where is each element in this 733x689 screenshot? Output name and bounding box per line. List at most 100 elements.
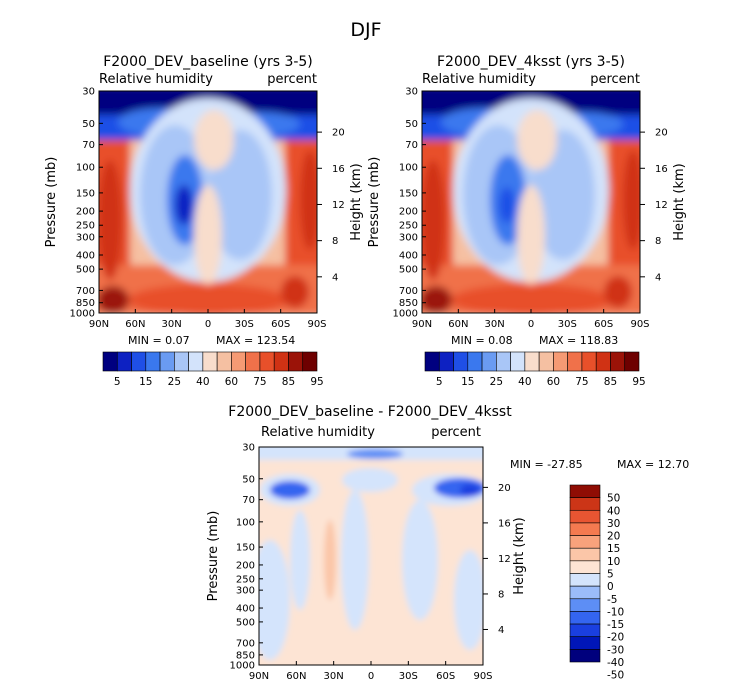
colorbar-swatch <box>569 573 601 587</box>
height-tick-label: 16 <box>332 164 345 175</box>
colorbar-label: 5 <box>436 376 443 388</box>
colorbar-swatch <box>569 497 601 511</box>
colorbar-label: 95 <box>310 376 323 388</box>
height-tick-label: 20 <box>332 128 345 139</box>
colorbar-swatch <box>496 351 511 372</box>
colorbar-swatch <box>624 351 640 372</box>
height-tick-label: 8 <box>498 589 504 600</box>
pressure-tick-label: 1000 <box>393 309 418 320</box>
colorbar-label: 85 <box>282 376 295 388</box>
colorbar-label: -20 <box>607 632 624 644</box>
colorbar-swatch <box>569 585 601 600</box>
latitude-tick-label: 90S <box>307 319 326 330</box>
colorbar-label: -10 <box>607 606 624 618</box>
colorbar-label: 25 <box>490 376 503 388</box>
latitude-tick-label: 90N <box>249 671 269 682</box>
height-tick-label: 4 <box>332 272 338 283</box>
latitude-tick-label: 30N <box>324 671 344 682</box>
colorbar-swatch <box>116 351 132 372</box>
pressure-tick-label: 300 <box>76 232 95 243</box>
latitude-tick-label: 30S <box>399 671 418 682</box>
panel-4ksst: F2000_DEV_4ksst (yrs 3-5) Relative humid… <box>367 54 687 388</box>
pressure-tick-label: 500 <box>236 617 255 628</box>
pressure-tick-label: 200 <box>76 207 95 218</box>
y-axis-label: Pressure (mb) <box>367 157 382 248</box>
colorbar-label: 85 <box>604 376 617 388</box>
colorbar-swatch <box>424 351 440 372</box>
latitude-tick-label: 60N <box>286 671 306 682</box>
latitude-tick-label: 60S <box>594 319 613 330</box>
pressure-tick-label: 400 <box>236 604 255 615</box>
height-axis: 4 8 12 16 20 <box>483 483 511 636</box>
colorbar-swatch <box>569 649 601 663</box>
pressure-tick-label: 200 <box>236 560 255 571</box>
colorbar-label: 5 <box>114 376 121 388</box>
panel-title: F2000_DEV_baseline - F2000_DEV_4ksst <box>228 404 512 420</box>
colorbar: 5 15 25 40 60 75 85 95 <box>102 351 324 388</box>
pressure-tick-label: 250 <box>236 574 255 585</box>
colorbar-swatch <box>569 547 601 562</box>
colorbar-label: -40 <box>607 657 624 669</box>
colorbar-swatch <box>467 351 483 372</box>
latitude-tick-label: 60S <box>271 319 290 330</box>
colorbar-swatch <box>231 351 246 372</box>
pressure-tick-label: 70 <box>405 140 418 151</box>
colorbar-swatch <box>569 535 601 549</box>
colorbar-swatch <box>510 351 526 372</box>
field-label: Relative humidity <box>99 72 213 87</box>
min-label: MIN = 0.07 <box>128 334 190 347</box>
units-label: percent <box>590 72 640 87</box>
pressure-tick-label: 1000 <box>70 309 95 320</box>
colorbar-swatch <box>538 351 554 372</box>
contour-field <box>259 447 483 665</box>
pressure-tick-label: 100 <box>236 517 255 528</box>
colorbar-label: 15 <box>139 376 152 388</box>
y-axis-label-right: Height (km) <box>672 163 687 240</box>
pressure-tick-label: 500 <box>399 265 418 276</box>
units-label: percent <box>431 425 481 440</box>
colorbar-swatch <box>216 351 232 372</box>
colorbar-swatch <box>567 351 583 372</box>
colorbar: 5 15 25 40 60 75 85 95 <box>424 351 646 388</box>
latitude-tick-label: 30N <box>485 319 505 330</box>
colorbar-label: 30 <box>607 518 620 530</box>
latitude-tick-label: 90N <box>89 319 109 330</box>
colorbar-label: 0 <box>607 581 614 593</box>
colorbar-label: 15 <box>461 376 474 388</box>
colorbar-swatch <box>302 351 318 372</box>
colorbar-swatch <box>259 351 275 372</box>
latitude-tick-label: 0 <box>205 319 211 330</box>
height-axis: 4 8 12 16 20 <box>640 128 668 283</box>
pressure-tick-label: 850 <box>399 298 418 309</box>
pressure-tick-label: 700 <box>236 638 255 649</box>
latitude-tick-label: 30S <box>235 319 254 330</box>
colorbar-label: 40 <box>196 376 209 388</box>
colorbar-swatch <box>569 522 601 536</box>
colorbar-swatch <box>159 351 175 372</box>
colorbar-swatch <box>569 560 601 574</box>
colorbar-swatch <box>273 351 289 372</box>
y-axis-label: Pressure (mb) <box>44 157 59 248</box>
pressure-tick-label: 700 <box>76 286 95 297</box>
pressure-tick-label: 50 <box>242 474 255 485</box>
field-label: Relative humidity <box>261 425 375 440</box>
pressure-tick-label: 300 <box>399 232 418 243</box>
colorbar-swatch <box>569 598 601 612</box>
height-axis: 4 8 12 16 20 <box>317 128 345 283</box>
colorbar-swatch <box>569 484 601 498</box>
colorbar-swatch <box>202 351 218 372</box>
colorbar-label: -50 <box>607 670 624 682</box>
pressure-tick-label: 700 <box>399 286 418 297</box>
latitude-tick-label: 90S <box>473 671 492 682</box>
pressure-tick-label: 30 <box>82 87 95 98</box>
min-label: MIN = 0.08 <box>451 334 513 347</box>
units-label: percent <box>267 72 317 87</box>
colorbar-label: 40 <box>518 376 531 388</box>
colorbar-swatch <box>145 351 161 372</box>
pressure-tick-label: 30 <box>405 87 418 98</box>
pressure-tick-label: 150 <box>399 188 418 199</box>
panel-title: F2000_DEV_4ksst (yrs 3-5) <box>437 54 625 70</box>
latitude-axis: 90N 60N 30N 0 30S 60S 90S <box>249 661 493 682</box>
pressure-tick-label: 150 <box>76 188 95 199</box>
